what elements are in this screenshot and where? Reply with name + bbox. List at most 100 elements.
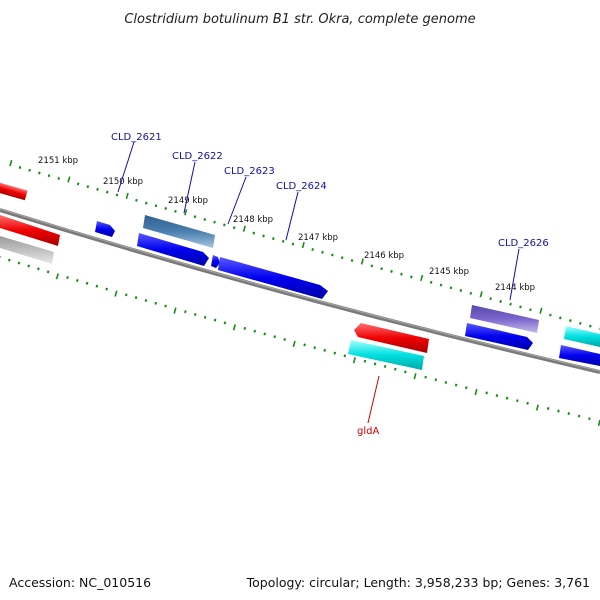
gene-feature-gldA[interactable] bbox=[354, 323, 429, 353]
scale-tick-minor bbox=[459, 289, 463, 292]
leader-CLD_2626 bbox=[509, 248, 520, 301]
gene-feature-red-left[interactable] bbox=[0, 171, 28, 201]
gene-label-CLD_2622[interactable]: CLD_2622 bbox=[172, 151, 223, 162]
gene-label-gldA[interactable]: gldA bbox=[357, 426, 379, 437]
scale-tick-minor bbox=[28, 168, 31, 172]
scale-tick-minor bbox=[263, 332, 267, 336]
scale-tick-minor bbox=[393, 367, 397, 371]
gene-feature-grey-left[interactable] bbox=[0, 236, 54, 264]
scale-label-2150: 2150 kbp bbox=[103, 177, 143, 187]
scale-tick-minor bbox=[272, 237, 275, 241]
scale-tick-minor bbox=[184, 310, 187, 314]
gene-label-CLD_2624[interactable]: CLD_2624 bbox=[276, 181, 327, 192]
scale-label-2151: 2151 kbp bbox=[38, 156, 78, 166]
scale-tick-minor bbox=[588, 417, 591, 421]
scale-tick-minor bbox=[454, 383, 458, 387]
scale-tick-minor bbox=[115, 193, 119, 197]
scale-tick-minor bbox=[313, 346, 316, 350]
genome-backbone-highlight bbox=[0, 208, 600, 372]
scale-label-2144: 2144 kbp bbox=[495, 283, 535, 293]
scale-tick-major bbox=[55, 273, 59, 280]
scale-tick-minor bbox=[449, 286, 453, 290]
scale-tick-minor bbox=[485, 391, 488, 395]
scale-tick-minor bbox=[223, 223, 226, 227]
scale-tick-minor bbox=[589, 324, 592, 328]
scale-tick-minor bbox=[86, 185, 90, 189]
scale-tick-major bbox=[242, 225, 246, 232]
scale-label-2149: 2149 kbp bbox=[168, 196, 208, 206]
map-title: Clostridium botulinum B1 str. Okra, comp… bbox=[124, 12, 475, 27]
gene-label-CLD_2626[interactable]: CLD_2626 bbox=[498, 238, 549, 249]
gene-feature-cyan-right[interactable] bbox=[564, 326, 600, 347]
scale-tick-minor bbox=[340, 256, 344, 260]
gene-feature-red-left-edge[interactable] bbox=[0, 215, 60, 246]
scale-tick-minor bbox=[232, 226, 236, 230]
gene-feature-CLD_2626[interactable] bbox=[470, 305, 539, 333]
scale-tick-minor bbox=[281, 239, 285, 243]
scale-tick-major bbox=[539, 307, 543, 314]
gene-label-CLD_2621[interactable]: CLD_2621 bbox=[111, 132, 162, 143]
scale-tick-minor bbox=[577, 414, 581, 418]
scale-tick-minor bbox=[273, 335, 276, 339]
gene-feature-blue-2[interactable] bbox=[137, 233, 209, 266]
gene-feature-blue-right[interactable] bbox=[465, 323, 533, 350]
scale-tick-minor bbox=[363, 359, 367, 363]
scale-tick-minor bbox=[509, 302, 512, 306]
scale-tick-major bbox=[292, 340, 296, 348]
scale-tick-minor bbox=[57, 177, 61, 180]
gene-feature-blue-far-right[interactable] bbox=[559, 345, 600, 366]
scale-tick-minor bbox=[434, 378, 438, 382]
gene-feature-tiny-blue[interactable] bbox=[211, 255, 220, 268]
scale-tick-minor bbox=[223, 321, 227, 325]
scale-tick-minor bbox=[27, 264, 31, 268]
scale-tick-major bbox=[184, 209, 188, 216]
scale-tick-minor bbox=[46, 270, 50, 274]
scale-tick-minor bbox=[144, 299, 148, 302]
scale-tick-minor bbox=[400, 272, 403, 276]
scale-tick-minor bbox=[291, 242, 295, 246]
scale-tick-minor bbox=[380, 267, 383, 271]
scale-tick-major bbox=[420, 274, 424, 282]
scale-tick-minor bbox=[203, 315, 207, 319]
scale-tick-minor bbox=[17, 261, 21, 265]
scale-tick-minor bbox=[526, 401, 529, 405]
leader-gldA bbox=[367, 375, 380, 424]
scale-tick-minor bbox=[333, 351, 337, 355]
scale-tick-minor bbox=[134, 296, 138, 300]
gene-label-CLD_2623[interactable]: CLD_2623 bbox=[224, 166, 275, 177]
scale-tick-minor bbox=[203, 218, 207, 221]
gene-feature-cyan-gldA[interactable] bbox=[348, 340, 424, 370]
gene-feature-small-blue[interactable] bbox=[95, 221, 115, 237]
scale-tick-minor bbox=[424, 375, 427, 379]
scale-tick-minor bbox=[529, 308, 532, 312]
scale-tick-minor bbox=[154, 301, 158, 305]
scale-tick-minor bbox=[519, 305, 522, 309]
scale-tick-minor bbox=[439, 283, 443, 287]
gene-feature-CLD_2623[interactable] bbox=[218, 257, 328, 299]
leader-CLD_2622 bbox=[183, 161, 196, 214]
genome-summary-text: Topology: circular; Length: 3,958,233 bp… bbox=[246, 575, 590, 590]
scale-tick-major bbox=[479, 291, 483, 298]
scale-tick-major bbox=[360, 258, 364, 265]
scale-tick-major bbox=[474, 388, 478, 396]
scale-tick-minor bbox=[370, 264, 374, 268]
scale-label-2145: 2145 kbp bbox=[429, 267, 469, 277]
scale-tick-minor bbox=[154, 204, 158, 208]
scale-tick-minor bbox=[95, 284, 99, 288]
scale-tick-minor bbox=[213, 318, 217, 322]
scale-tick-minor bbox=[410, 275, 413, 279]
gene-feature-CLD_2622[interactable] bbox=[143, 215, 215, 248]
scale-tick-major bbox=[125, 192, 129, 200]
scale-label-2146: 2146 kbp bbox=[364, 251, 404, 261]
scale-tick-minor bbox=[47, 174, 51, 178]
scale-tick-minor bbox=[321, 250, 324, 254]
scale-tick-minor bbox=[135, 198, 138, 202]
scale-tick-minor bbox=[559, 316, 562, 320]
scale-tick-minor bbox=[557, 409, 560, 413]
scale-tick-minor bbox=[193, 215, 197, 219]
scale-tick-minor bbox=[567, 412, 571, 416]
scale-tick-minor bbox=[66, 276, 69, 280]
scale-tick-major bbox=[67, 176, 71, 183]
scale-tick-major bbox=[301, 241, 305, 249]
